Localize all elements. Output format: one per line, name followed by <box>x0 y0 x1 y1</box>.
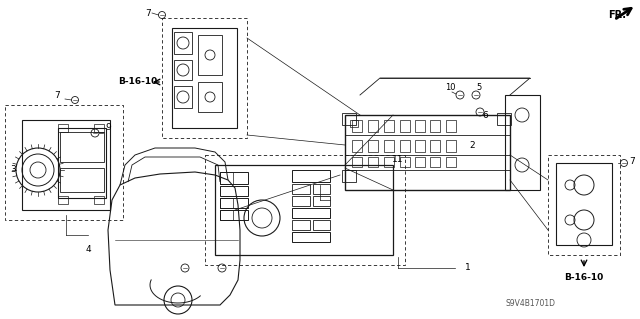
Bar <box>505 95 540 190</box>
Text: 1: 1 <box>465 263 471 272</box>
Bar <box>58 128 106 198</box>
Bar <box>174 32 192 54</box>
Bar <box>94 124 104 132</box>
Bar <box>313 220 330 230</box>
Bar <box>350 120 358 127</box>
Bar <box>22 120 110 210</box>
Bar <box>220 186 248 196</box>
Bar <box>220 172 233 184</box>
Bar <box>384 120 394 132</box>
Text: 5: 5 <box>476 84 482 93</box>
Text: FR.: FR. <box>608 10 626 20</box>
Bar <box>205 155 405 265</box>
Bar <box>342 170 356 182</box>
Bar <box>292 184 310 194</box>
Bar <box>215 165 393 255</box>
Text: B-16-10: B-16-10 <box>564 273 604 283</box>
Bar <box>368 140 378 152</box>
Bar <box>58 124 68 132</box>
Text: 6: 6 <box>482 110 488 120</box>
Bar <box>368 120 378 132</box>
Text: 4: 4 <box>85 246 91 255</box>
Text: 7: 7 <box>54 91 60 100</box>
Text: 3: 3 <box>10 166 16 174</box>
Bar <box>415 120 425 132</box>
Bar <box>497 113 511 125</box>
Bar <box>60 132 104 162</box>
Bar <box>292 196 310 206</box>
Bar <box>342 113 356 125</box>
Bar <box>292 220 310 230</box>
Bar <box>384 140 394 152</box>
Bar <box>548 155 620 255</box>
Bar <box>368 157 378 167</box>
Bar <box>415 157 425 167</box>
Bar <box>174 86 192 108</box>
Bar <box>60 168 104 192</box>
Bar <box>292 208 330 218</box>
Text: 7: 7 <box>629 158 635 167</box>
Bar <box>174 60 192 80</box>
Bar <box>400 157 410 167</box>
Text: 2: 2 <box>469 140 475 150</box>
Bar <box>292 170 330 182</box>
Bar <box>446 157 456 167</box>
Bar <box>352 120 362 132</box>
Bar <box>352 157 362 167</box>
Bar <box>198 82 222 112</box>
Bar <box>345 115 510 190</box>
Text: B-16-10: B-16-10 <box>118 78 157 86</box>
Text: 10: 10 <box>445 84 455 93</box>
Text: 9: 9 <box>105 123 111 132</box>
Bar <box>313 196 330 206</box>
Bar <box>352 140 362 152</box>
Bar <box>220 210 248 220</box>
Bar <box>415 140 425 152</box>
Bar <box>292 232 330 242</box>
Bar <box>430 120 440 132</box>
Bar <box>220 210 233 220</box>
Bar <box>5 105 123 220</box>
Bar <box>446 120 456 132</box>
Bar <box>400 120 410 132</box>
Text: 11: 11 <box>392 155 404 165</box>
Bar <box>220 198 248 208</box>
Bar <box>556 163 612 245</box>
Bar <box>58 196 68 204</box>
Bar <box>220 198 233 208</box>
Bar <box>384 157 394 167</box>
Bar <box>172 28 237 128</box>
Bar <box>430 157 440 167</box>
Bar <box>313 184 330 194</box>
Text: 7: 7 <box>145 9 151 18</box>
Text: S9V4B1701D: S9V4B1701D <box>505 299 555 308</box>
Bar <box>162 18 247 138</box>
Bar <box>220 172 248 184</box>
Bar <box>430 140 440 152</box>
Bar <box>94 196 104 204</box>
Bar <box>198 35 222 75</box>
Bar <box>446 140 456 152</box>
Bar <box>400 140 410 152</box>
